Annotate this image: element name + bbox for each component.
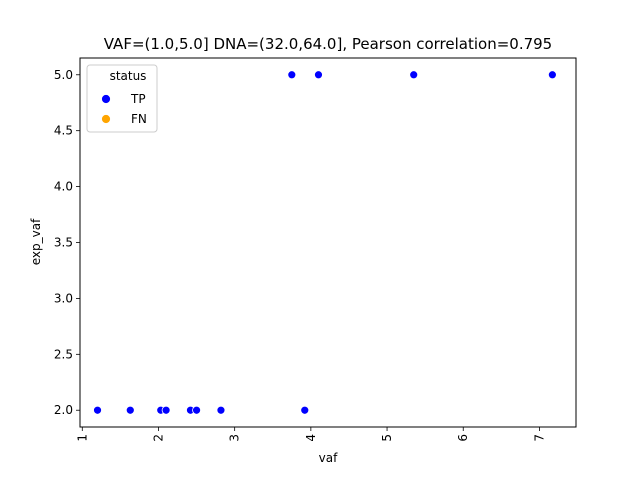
x-tick-label: 1 bbox=[75, 434, 89, 442]
y-tick-label: 2.0 bbox=[54, 403, 73, 417]
data-point-tp bbox=[300, 405, 310, 415]
x-tick-label: 6 bbox=[456, 434, 470, 442]
legend-label-fn: FN bbox=[131, 112, 147, 126]
y-tick-label: 4.0 bbox=[54, 180, 73, 194]
data-point-tp bbox=[547, 70, 557, 80]
x-tick-label: 2 bbox=[151, 434, 165, 442]
chart-title: VAF=(1.0,5.0] DNA=(32.0,64.0], Pearson c… bbox=[104, 35, 552, 53]
x-tick-label: 7 bbox=[532, 434, 546, 442]
legend: status TP FN bbox=[86, 64, 158, 133]
y-tick-label: 3.0 bbox=[54, 291, 73, 305]
y-tick-label: 2.5 bbox=[54, 347, 73, 361]
legend-marker-fn bbox=[101, 114, 111, 124]
y-tick-label: 5.0 bbox=[54, 68, 73, 82]
x-tick-label: 3 bbox=[228, 434, 242, 442]
x-tick-label: 4 bbox=[304, 434, 318, 442]
plot-area bbox=[79, 57, 577, 428]
data-point-tp bbox=[287, 70, 297, 80]
data-point-tp bbox=[125, 405, 135, 415]
data-point-tp bbox=[93, 405, 102, 415]
y-tick-label: 3.5 bbox=[54, 236, 73, 250]
x-tick-label: 5 bbox=[380, 434, 394, 442]
y-axis: 2.0 2.5 3.0 3.5 4.0 4.5 5.0 bbox=[54, 68, 80, 417]
data-points bbox=[93, 70, 557, 415]
data-point-tp bbox=[216, 405, 226, 415]
data-point-tp bbox=[161, 405, 171, 415]
data-point-tp bbox=[409, 70, 419, 80]
y-tick-label: 4.5 bbox=[54, 124, 73, 138]
legend-label-tp: TP bbox=[130, 92, 146, 106]
legend-marker-tp bbox=[101, 94, 111, 104]
data-point-tp bbox=[192, 405, 201, 415]
x-axis-label: vaf bbox=[319, 451, 338, 465]
data-point-tp bbox=[314, 70, 323, 80]
legend-title: status bbox=[110, 69, 147, 83]
x-axis: 1 2 3 4 5 6 7 bbox=[75, 427, 546, 442]
y-axis-label: exp_vaf bbox=[29, 218, 43, 265]
